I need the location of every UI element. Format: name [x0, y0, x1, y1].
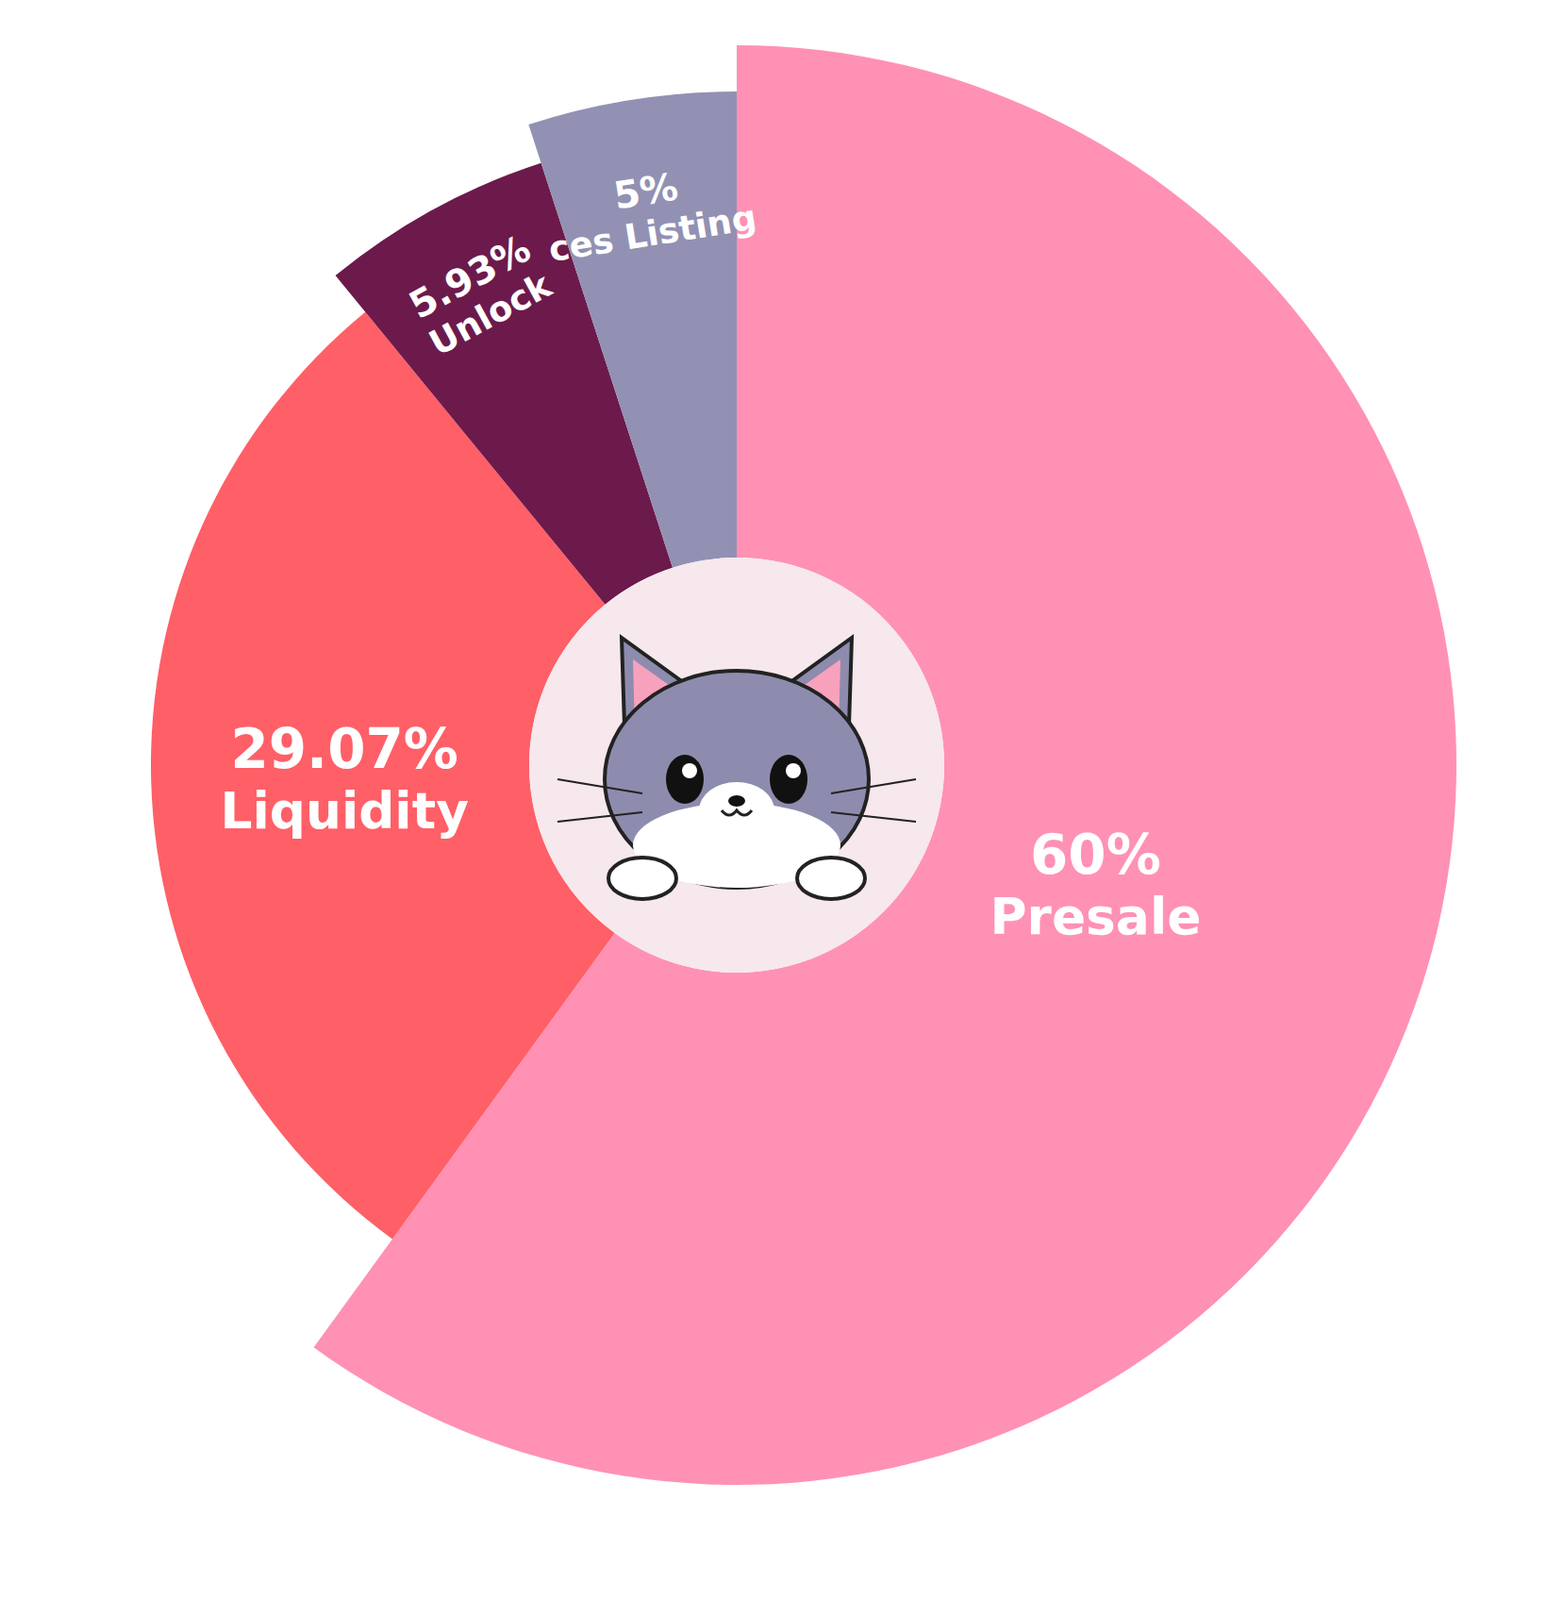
value-label: 29.07%: [230, 716, 459, 782]
pie: [150, 45, 1457, 1485]
cat-icon: [557, 637, 916, 899]
category-label: Liquidity: [219, 781, 469, 841]
slice-label: 60%Presale: [989, 822, 1201, 947]
chart: 60%Presale 29.07%Liquidity 5.93%Unlock5%ce…: [0, 0, 1547, 1600]
category-label: ces Listing: [546, 197, 760, 270]
slice-label: 5.93%Unlock: [400, 225, 560, 365]
category-label: Unlock: [422, 264, 560, 365]
labels: 60%Presale 29.07%Liquidity 5.93%Unlock5%ce…: [219, 152, 1201, 946]
slice: [528, 91, 737, 568]
slice-label: 5%ces Listing: [538, 152, 760, 270]
value-label: 60%: [1030, 822, 1162, 887]
slice-label: 29.07%Liquidity: [219, 716, 469, 841]
center-disc: [529, 557, 945, 973]
category-label: Presale: [989, 886, 1201, 947]
